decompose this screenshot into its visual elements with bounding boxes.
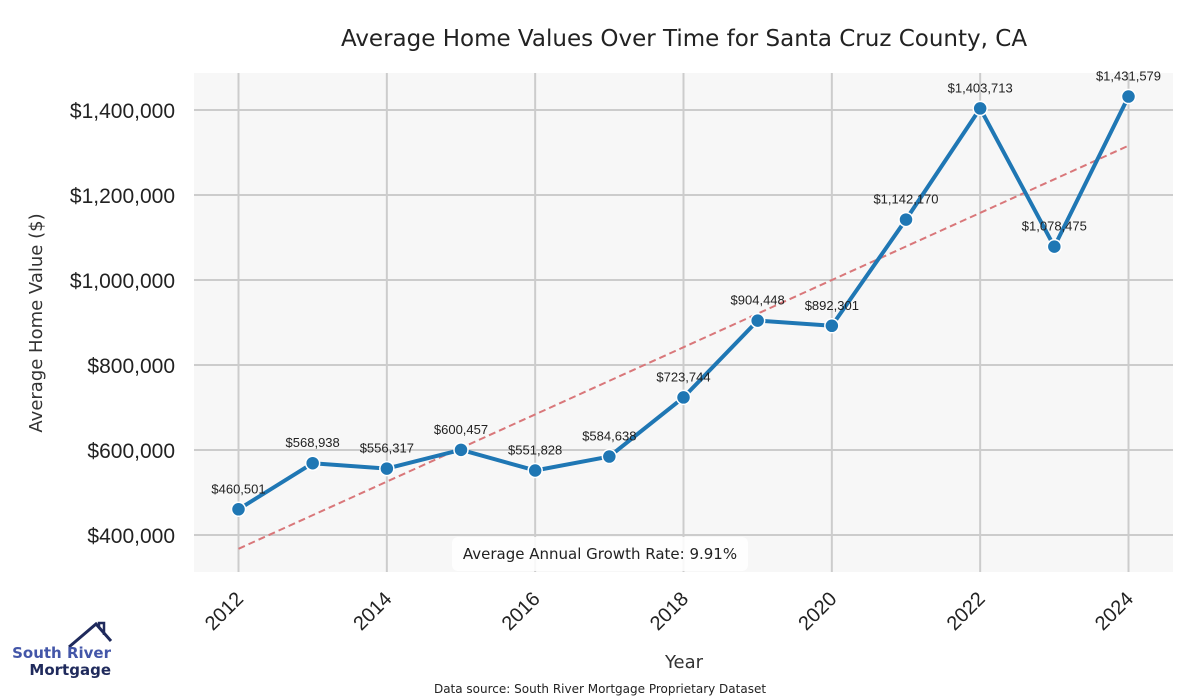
x-tick-label: 2020 <box>794 588 841 635</box>
x-tick-label: 2014 <box>349 588 396 635</box>
data-label: $1,142,170 <box>873 192 938 207</box>
x-tick-label: 2012 <box>201 588 248 635</box>
y-tick-label: $400,000 <box>87 525 175 548</box>
logo-line1: South River <box>12 644 112 662</box>
data-point <box>230 501 247 518</box>
y-tick-label: $800,000 <box>87 355 175 378</box>
data-point <box>824 318 840 334</box>
data-label: $1,078,475 <box>1022 219 1087 234</box>
data-label: $556,317 <box>360 441 414 456</box>
company-logo: South River Mortgage <box>12 621 113 679</box>
y-tick-labels: $400,000 $600,000 $800,000 $1,000,000 $1,200… <box>70 100 175 548</box>
data-label: $723,744 <box>656 369 710 384</box>
y-tick-label: $1,200,000 <box>70 185 175 208</box>
annotation-text: Average Annual Growth Rate: 9.91% <box>463 545 737 563</box>
data-point <box>304 455 321 471</box>
data-label: $904,448 <box>731 293 785 308</box>
data-label: $1,403,713 <box>948 80 1013 95</box>
data-label: $551,828 <box>508 442 562 457</box>
data-point <box>898 211 914 228</box>
y-tick-label: $1,000,000 <box>70 270 175 293</box>
annotation-box <box>452 537 748 571</box>
x-tick-label: 2024 <box>1091 588 1138 635</box>
data-labels: $460,501 $568,938 $556,317 $600,457 $551,828… <box>211 69 1161 497</box>
data-label: $600,457 <box>434 422 488 437</box>
data-point <box>1046 238 1063 255</box>
trendline-group <box>238 144 1129 550</box>
trendline <box>238 144 1129 550</box>
y-axis-label: Average Home Value ($) <box>26 213 47 432</box>
x-axis-label: Year <box>664 652 704 673</box>
data-point <box>749 312 766 329</box>
x-tick-label: 2016 <box>498 588 545 635</box>
x-tick-label: 2022 <box>943 588 990 635</box>
data-label: $460,501 <box>211 481 265 496</box>
data-point <box>379 460 395 477</box>
series-group <box>230 88 1137 518</box>
data-label: $568,938 <box>286 435 340 450</box>
data-point <box>1120 88 1137 105</box>
y-tick-label: $600,000 <box>87 440 175 463</box>
data-label: $584,638 <box>582 429 636 444</box>
data-point <box>527 462 543 479</box>
data-point <box>453 442 469 458</box>
data-point <box>601 448 618 465</box>
data-point <box>675 389 692 406</box>
x-tick-label: 2018 <box>646 588 693 635</box>
y-tick-label: $1,400,000 <box>70 100 175 123</box>
data-source-note: Data source: South River Mortgage Propri… <box>434 682 766 696</box>
chart-title: Average Home Values Over Time for Santa … <box>341 26 1027 52</box>
data-label: $1,431,579 <box>1096 69 1161 84</box>
data-point <box>972 100 988 117</box>
house-roof-icon <box>68 621 113 649</box>
logo-line2: Mortgage <box>29 661 111 679</box>
x-tick-labels: 2012 2014 2016 2018 2020 2022 2024 <box>201 588 1138 635</box>
data-label: $892,301 <box>805 298 859 313</box>
growth-rate-annotation: Average Annual Growth Rate: 9.91% <box>452 537 748 571</box>
